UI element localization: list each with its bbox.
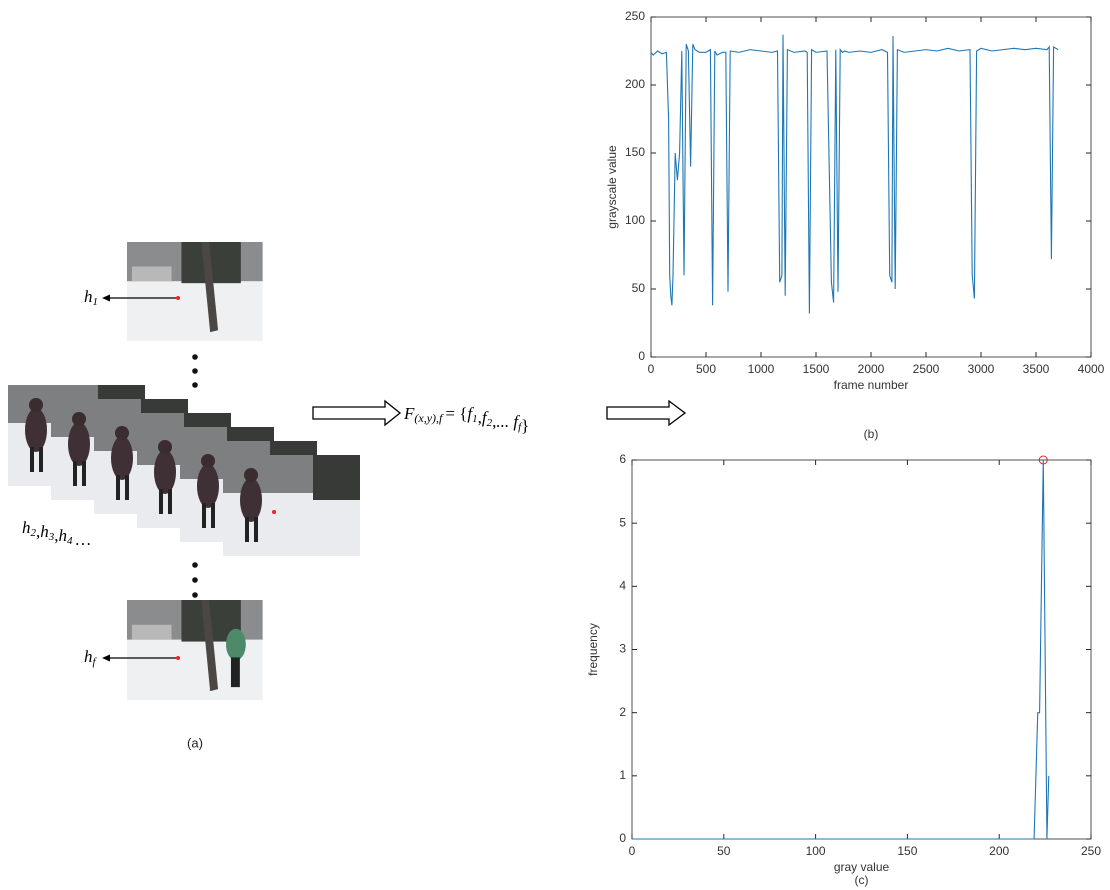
arrow-head	[102, 654, 110, 662]
y-tick-label: 100	[625, 213, 645, 227]
label-base: ... f	[496, 412, 520, 431]
y-tick-label: 1	[619, 768, 626, 782]
y-tick-label: 0	[619, 831, 626, 845]
image-top	[127, 242, 263, 341]
label-hf: hf	[84, 647, 98, 668]
dots	[192, 354, 198, 598]
label-base: f	[467, 404, 474, 423]
lhs-sub: (x,y),f	[414, 411, 444, 425]
label-base: h	[59, 526, 68, 545]
hollow-arrow	[312, 399, 402, 427]
x-tick-label: 250	[1081, 844, 1101, 858]
y-tick-label: 250	[625, 9, 645, 23]
separator: ,	[54, 526, 58, 545]
x-tick-label: 1000	[748, 362, 775, 376]
x-tick-label: 200	[989, 844, 1009, 858]
x-tick-label: 50	[717, 844, 731, 858]
y-tick-label: 150	[625, 145, 645, 159]
x-axis-label: gray value	[834, 860, 890, 874]
y-axis-label: frequency	[586, 623, 600, 676]
label-base: h	[84, 647, 93, 666]
close: }	[521, 416, 529, 435]
label-base: h	[22, 518, 31, 537]
x-axis-label: frame number	[834, 378, 909, 392]
label-sub: 4	[67, 535, 73, 547]
data-line	[632, 459, 1050, 840]
x-tick-label: 4000	[1078, 362, 1105, 376]
label-sub: 2	[31, 527, 37, 539]
separator: ,	[36, 522, 40, 541]
x-tick-label: 3000	[968, 362, 995, 376]
caption: (b)	[864, 427, 879, 441]
pixel-dot	[176, 296, 180, 300]
arrow-head	[102, 294, 110, 302]
x-tick-label: 2500	[913, 362, 940, 376]
x-tick-label: 0	[629, 844, 636, 858]
open: = {	[445, 404, 467, 423]
x-tick-label: 500	[696, 362, 716, 376]
x-tick-label: 100	[806, 844, 826, 858]
x-tick-label: 2000	[858, 362, 885, 376]
x-tick-label: 150	[897, 844, 917, 858]
y-axis-label: grayscale value	[605, 145, 619, 229]
y-tick-label: 5	[619, 515, 626, 529]
label-base: f	[482, 408, 489, 427]
y-tick-label: 4	[619, 579, 626, 593]
peak-marker	[1038, 455, 1048, 465]
label-base: h	[84, 287, 93, 306]
x-tick-label: 0	[648, 362, 655, 376]
label-sub: f	[93, 656, 98, 668]
y-tick-label: 3	[619, 642, 626, 656]
y-tick-label: 0	[638, 349, 645, 363]
y-tick-label: 50	[632, 281, 646, 295]
plot-area	[650, 16, 1092, 358]
y-tick-label: 6	[619, 452, 626, 466]
plot-area	[631, 459, 1092, 840]
hollow-arrow	[606, 399, 687, 427]
image-bottom	[127, 600, 263, 700]
label-h-middle: h2,h3,h4…	[22, 518, 92, 549]
x-tick-label: 3500	[1023, 362, 1050, 376]
formula: F(x,y),f = {f1,f2,... ff}	[403, 404, 529, 435]
tail: …	[75, 530, 92, 549]
label-h1: h1	[84, 287, 98, 308]
separator: ,	[492, 412, 496, 431]
pixel-dot	[272, 510, 276, 514]
separator: ,	[478, 408, 482, 427]
lhs: F	[403, 404, 415, 423]
x-tick-label: 1500	[803, 362, 830, 376]
data-line	[650, 34, 1059, 314]
label-sub: f	[518, 421, 523, 433]
caption: (c)	[855, 873, 869, 887]
caption-a: (a)	[187, 735, 203, 750]
label-sub: 1	[472, 413, 478, 425]
label-sub: 2	[487, 417, 493, 429]
pixel-dot	[176, 656, 180, 660]
label-base: h	[40, 522, 49, 541]
y-tick-label: 200	[625, 77, 645, 91]
y-tick-label: 2	[619, 705, 626, 719]
label-sub: 3	[48, 531, 55, 543]
label-sub: 1	[93, 296, 99, 308]
